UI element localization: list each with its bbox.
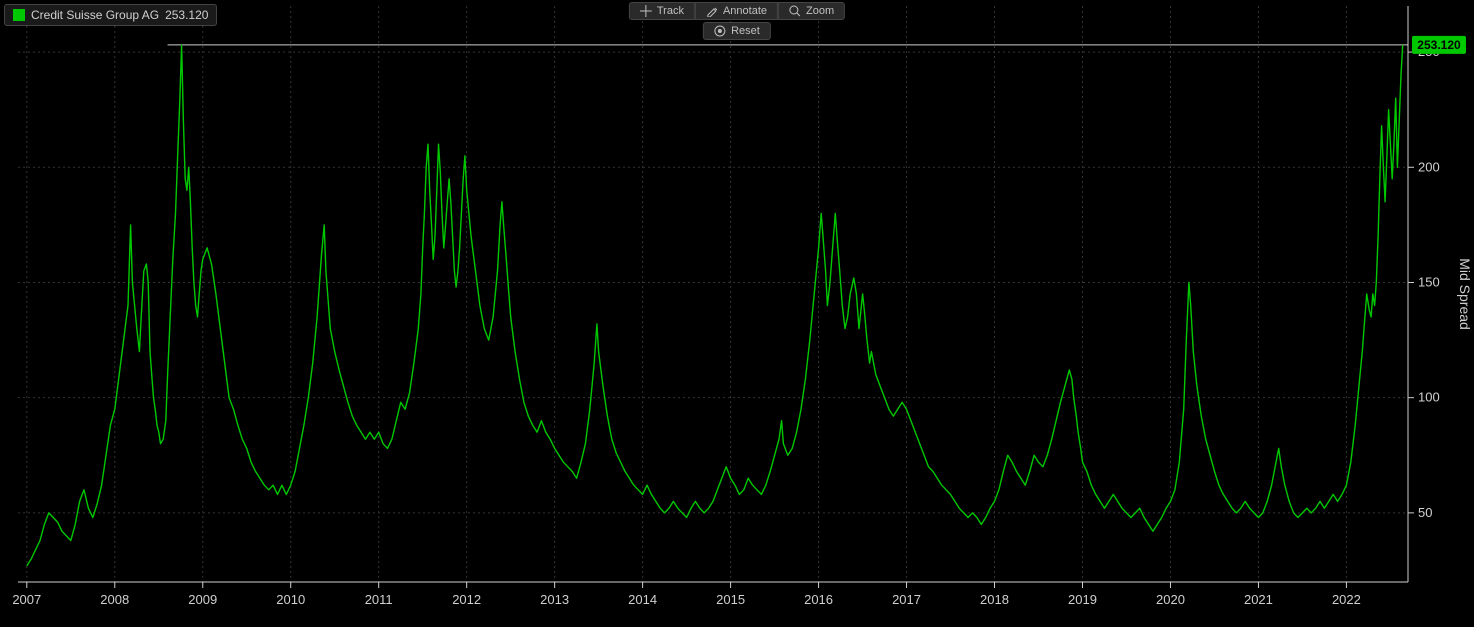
series-line [27,45,1403,566]
x-tick-label: 2017 [892,592,921,607]
x-tick-label: 2015 [716,592,745,607]
x-tick-label: 2014 [628,592,657,607]
x-tick-label: 2021 [1244,592,1273,607]
x-tick-label: 2009 [188,592,217,607]
x-tick-label: 2019 [1068,592,1097,607]
track-button[interactable]: Track [629,2,695,20]
legend-series-name: Credit Suisse Group AG [31,8,159,22]
y-tick-label: 150 [1418,274,1440,289]
zoom-label: Zoom [806,5,834,17]
chart-toolbar: Track Annotate Zoom Reset [629,2,845,40]
legend[interactable]: Credit Suisse Group AG 253.120 [4,4,217,26]
x-tick-label: 2022 [1332,592,1361,607]
y-tick-label: 50 [1418,505,1432,520]
pencil-icon [706,5,718,17]
crosshair-icon [640,5,652,17]
y-axis-title: Mid Spread [1457,258,1473,330]
x-tick-label: 2010 [276,592,305,607]
zoom-button[interactable]: Zoom [778,2,845,20]
annotate-button[interactable]: Annotate [695,2,778,20]
y-tick-label: 100 [1418,390,1440,405]
last-value-badge-text: 253.120 [1417,38,1461,52]
x-tick-label: 2020 [1156,592,1185,607]
x-tick-label: 2012 [452,592,481,607]
magnify-icon [789,5,801,17]
legend-last-value: 253.120 [165,8,208,22]
chart-container: 2007 2008 2009 2010 2011 2012 2013 2014 2015 2016… [0,0,1474,622]
x-tick-label: 2007 [12,592,41,607]
x-tick-label: 2016 [804,592,833,607]
annotate-label: Annotate [723,5,767,17]
legend-swatch [13,9,25,21]
chart-svg[interactable]: 2007 2008 2009 2010 2011 2012 2013 2014 2015 2016… [0,0,1474,622]
y-tick-label: 200 [1418,159,1440,174]
x-tick-label: 2018 [980,592,1009,607]
x-tick-label: 2013 [540,592,569,607]
x-tick-label: 2008 [100,592,129,607]
reset-label: Reset [731,25,760,37]
reset-button[interactable]: Reset [703,22,771,40]
x-tick-label: 2011 [365,592,393,607]
dot-icon [714,25,726,37]
track-label: Track [657,5,684,17]
